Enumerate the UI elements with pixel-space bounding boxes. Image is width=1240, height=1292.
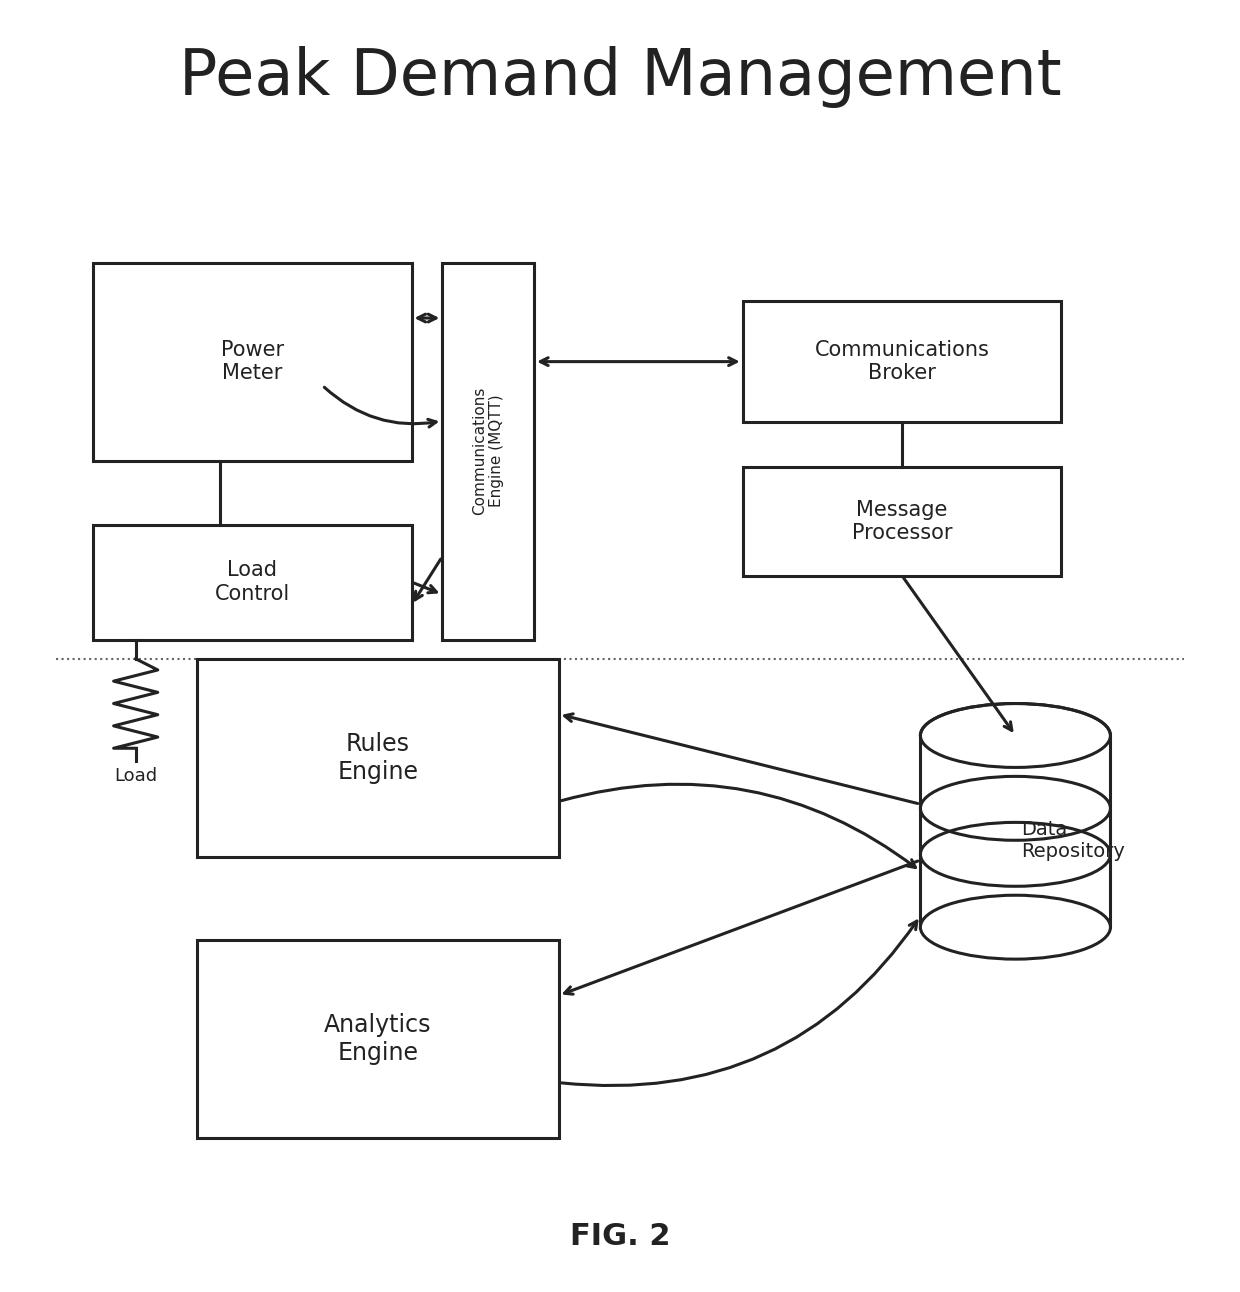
Text: Communications
Engine (MQTT): Communications Engine (MQTT) [472,386,505,516]
FancyArrowPatch shape [562,921,916,1085]
Text: Peak Demand Management: Peak Demand Management [179,47,1061,109]
FancyBboxPatch shape [443,262,534,640]
FancyArrowPatch shape [562,784,915,867]
Text: Data
Repository: Data Repository [1022,820,1126,862]
FancyBboxPatch shape [93,262,412,461]
Text: FIG. 2: FIG. 2 [569,1222,671,1251]
FancyBboxPatch shape [197,941,559,1138]
FancyBboxPatch shape [743,468,1061,576]
FancyArrowPatch shape [418,314,436,322]
FancyBboxPatch shape [920,735,1111,928]
FancyArrowPatch shape [414,583,436,593]
FancyBboxPatch shape [743,301,1061,422]
FancyArrowPatch shape [325,388,436,426]
FancyArrowPatch shape [564,860,918,994]
FancyArrowPatch shape [541,358,737,366]
Ellipse shape [920,895,1111,959]
FancyBboxPatch shape [197,659,559,857]
FancyBboxPatch shape [93,525,412,640]
FancyArrowPatch shape [564,714,918,804]
Text: Analytics
Engine: Analytics Engine [324,1013,432,1065]
Text: Load: Load [114,767,157,786]
Text: Load
Control: Load Control [215,561,290,603]
Text: Message
Processor: Message Processor [852,500,952,543]
FancyArrowPatch shape [415,559,440,599]
FancyArrowPatch shape [904,578,1012,730]
Text: Communications
Broker: Communications Broker [815,340,990,384]
Text: Power
Meter: Power Meter [221,340,284,384]
Ellipse shape [920,704,1111,767]
Text: Rules
Engine: Rules Engine [337,733,418,784]
